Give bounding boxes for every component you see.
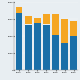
Bar [70,21,77,36]
Bar [16,8,22,13]
Bar [61,43,68,70]
Bar [43,14,50,24]
Bar [52,14,59,35]
Bar [34,18,41,23]
Bar [25,16,32,24]
Bar [16,13,22,70]
Bar [70,36,77,70]
Bar [34,23,41,70]
Bar [52,35,59,70]
Bar [43,24,50,70]
Bar [25,24,32,70]
Bar [61,19,68,43]
